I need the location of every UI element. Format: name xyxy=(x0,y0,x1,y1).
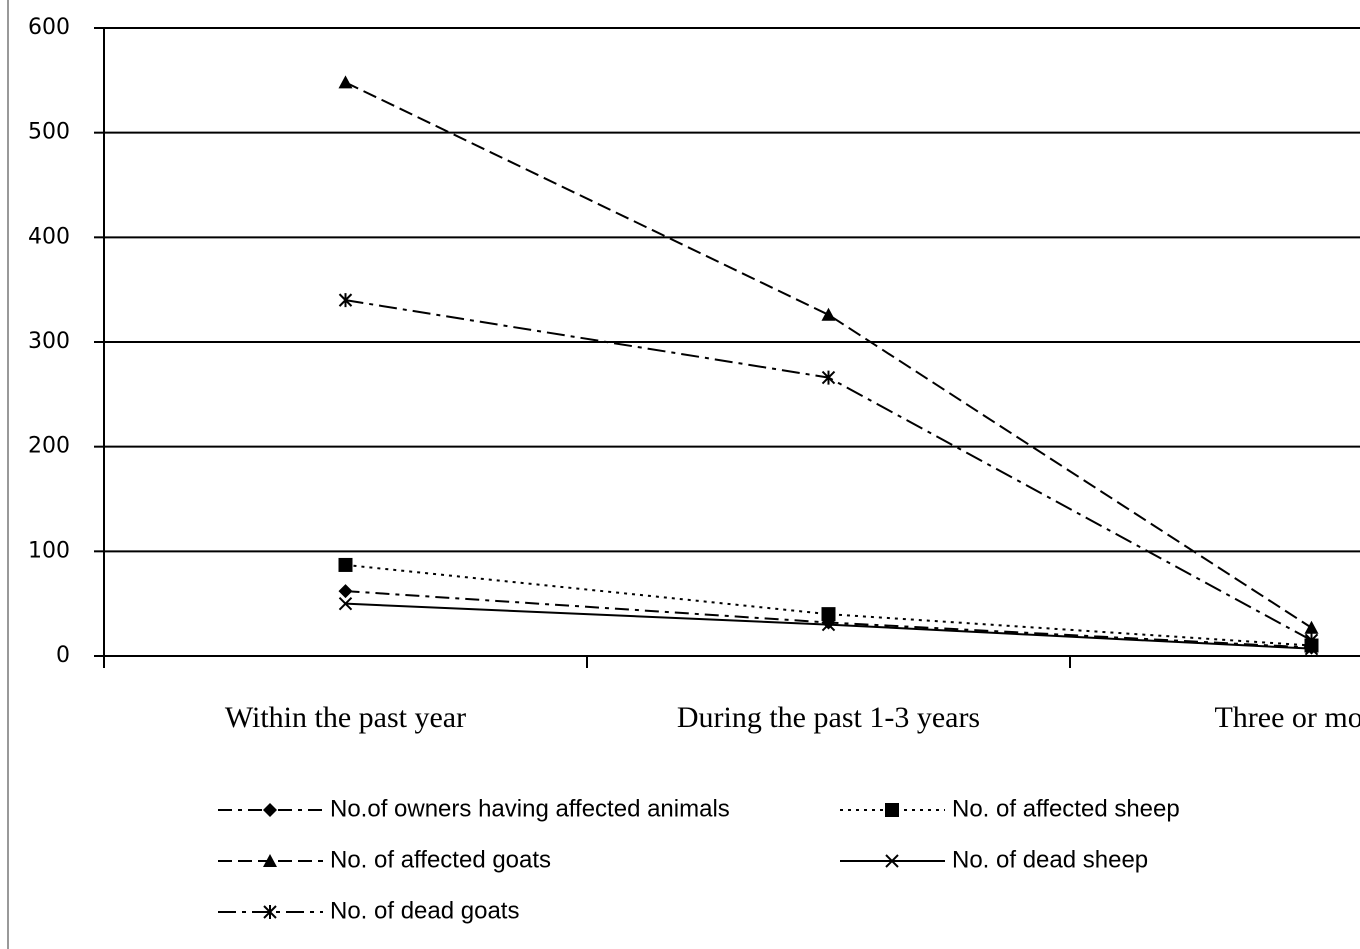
x-tick-label: Within the past year xyxy=(225,701,466,734)
marker-shape xyxy=(1304,620,1319,634)
marker xyxy=(338,75,353,89)
marker-shape xyxy=(338,557,353,572)
marker xyxy=(338,596,353,611)
series-line xyxy=(345,299,1312,642)
marker-shape xyxy=(263,803,277,817)
x-tick-label: Three or more y xyxy=(1214,701,1360,734)
marker xyxy=(263,905,277,919)
marker xyxy=(821,607,836,622)
y-tick-label: 600 xyxy=(28,15,70,40)
y-tick-label: 0 xyxy=(56,643,70,668)
series-line xyxy=(345,563,1312,647)
marker xyxy=(338,557,353,572)
marker-shape xyxy=(338,75,353,89)
legend-label: No. of affected goats xyxy=(330,846,551,873)
legend-label: No. of dead sheep xyxy=(952,846,1148,873)
marker xyxy=(1304,633,1319,648)
y-tick-label: 500 xyxy=(28,120,70,145)
marker xyxy=(338,293,353,308)
marker xyxy=(263,854,277,867)
marker xyxy=(821,617,836,632)
y-tick-label: 400 xyxy=(28,224,70,249)
marker xyxy=(821,307,836,321)
marker-shape xyxy=(1304,633,1319,648)
marker-shape xyxy=(263,905,277,919)
marker xyxy=(821,370,836,385)
marker-shape xyxy=(821,607,836,622)
marker-shape xyxy=(338,596,353,611)
marker-shape xyxy=(821,617,836,632)
x-tick-label: During the past 1-3 years xyxy=(677,701,980,734)
marker xyxy=(885,803,899,817)
marker-shape xyxy=(338,293,353,308)
y-tick-label: 300 xyxy=(28,329,70,354)
legend-label: No.of owners having affected animals xyxy=(330,795,730,822)
marker-shape xyxy=(885,803,899,817)
marker xyxy=(263,803,277,817)
marker-shape xyxy=(885,854,899,868)
legend-label: No. of dead goats xyxy=(330,897,519,924)
marker-shape xyxy=(821,307,836,321)
marker-shape xyxy=(821,370,836,385)
marker xyxy=(1304,620,1319,634)
y-tick-label: 200 xyxy=(28,434,70,459)
marker-shape xyxy=(263,854,277,867)
series-line xyxy=(345,81,1313,629)
y-tick-label: 100 xyxy=(28,538,70,563)
marker-shape xyxy=(338,584,353,599)
legend-label: No. of affected sheep xyxy=(952,795,1180,822)
marker xyxy=(885,854,899,868)
marker xyxy=(338,584,353,599)
